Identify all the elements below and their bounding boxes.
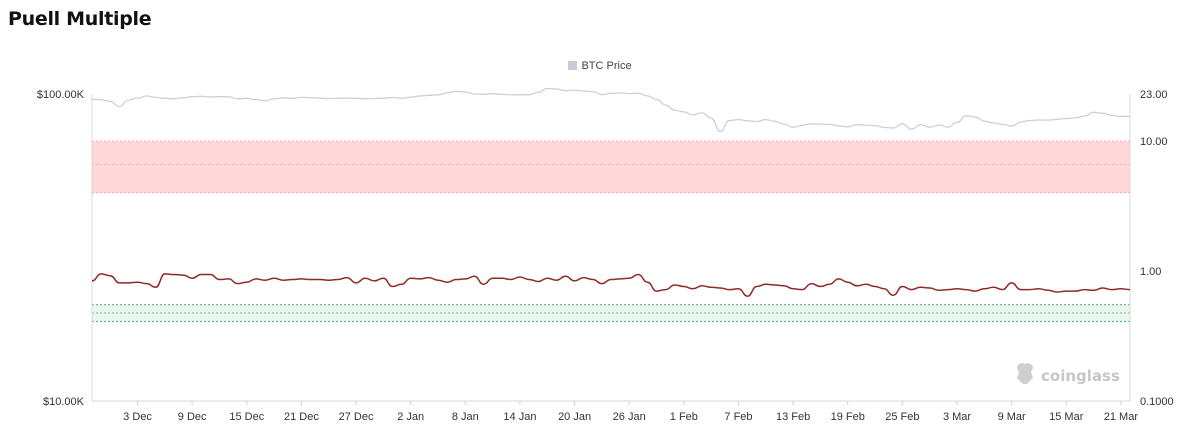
band-0 xyxy=(92,141,1130,193)
x-tick-label-17: 15 Mar xyxy=(1049,411,1084,423)
left-tick-label-0: $100.00K xyxy=(37,89,85,101)
x-tick-label-6: 8 Jan xyxy=(452,411,479,423)
x-tick-label-10: 1 Feb xyxy=(670,411,698,423)
x-tick-label-15: 3 Mar xyxy=(943,411,971,423)
x-tick-label-13: 19 Feb xyxy=(831,411,865,423)
x-tick-label-8: 20 Jan xyxy=(558,411,591,423)
x-tick-label-2: 15 Dec xyxy=(229,411,264,423)
page-title: Puell Multiple xyxy=(8,8,152,30)
watermark-text: coinglass xyxy=(1041,367,1120,385)
x-tick-label-0: 3 Dec xyxy=(123,411,152,423)
x-tick-label-11: 7 Feb xyxy=(724,411,752,423)
x-tick-label-3: 21 Dec xyxy=(284,411,319,423)
band-1 xyxy=(92,304,1130,322)
x-tick-label-4: 27 Dec xyxy=(339,411,374,423)
legend-swatch-btc-price xyxy=(568,61,578,70)
right-tick-label-1: 10.00 xyxy=(1140,136,1168,148)
chart-legend[interactable]: BTC Price xyxy=(0,60,1200,72)
x-tick-label-5: 2 Jan xyxy=(397,411,424,423)
right-tick-label-3: 0.1000 xyxy=(1140,396,1174,408)
series-line-1 xyxy=(91,273,1131,297)
x-tick-label-9: 26 Jan xyxy=(613,411,646,423)
x-tick-label-1: 9 Dec xyxy=(178,411,207,423)
x-tick-label-12: 13 Feb xyxy=(776,411,810,423)
legend-label-btc-price: BTC Price xyxy=(581,60,632,72)
x-tick-label-14: 25 Feb xyxy=(885,411,919,423)
x-tick-label-18: 21 Mar xyxy=(1104,411,1139,423)
coinglass-logo-icon xyxy=(1017,363,1033,384)
series-line-0 xyxy=(91,87,1131,133)
right-tick-label-2: 1.00 xyxy=(1140,266,1161,278)
right-tick-label-0: 23.00 xyxy=(1140,89,1168,101)
left-tick-label-1: $10.00K xyxy=(43,396,85,408)
x-tick-label-7: 14 Jan xyxy=(503,411,536,423)
x-tick-label-16: 9 Mar xyxy=(998,411,1026,423)
coinglass-logo-shape xyxy=(1017,363,1033,384)
